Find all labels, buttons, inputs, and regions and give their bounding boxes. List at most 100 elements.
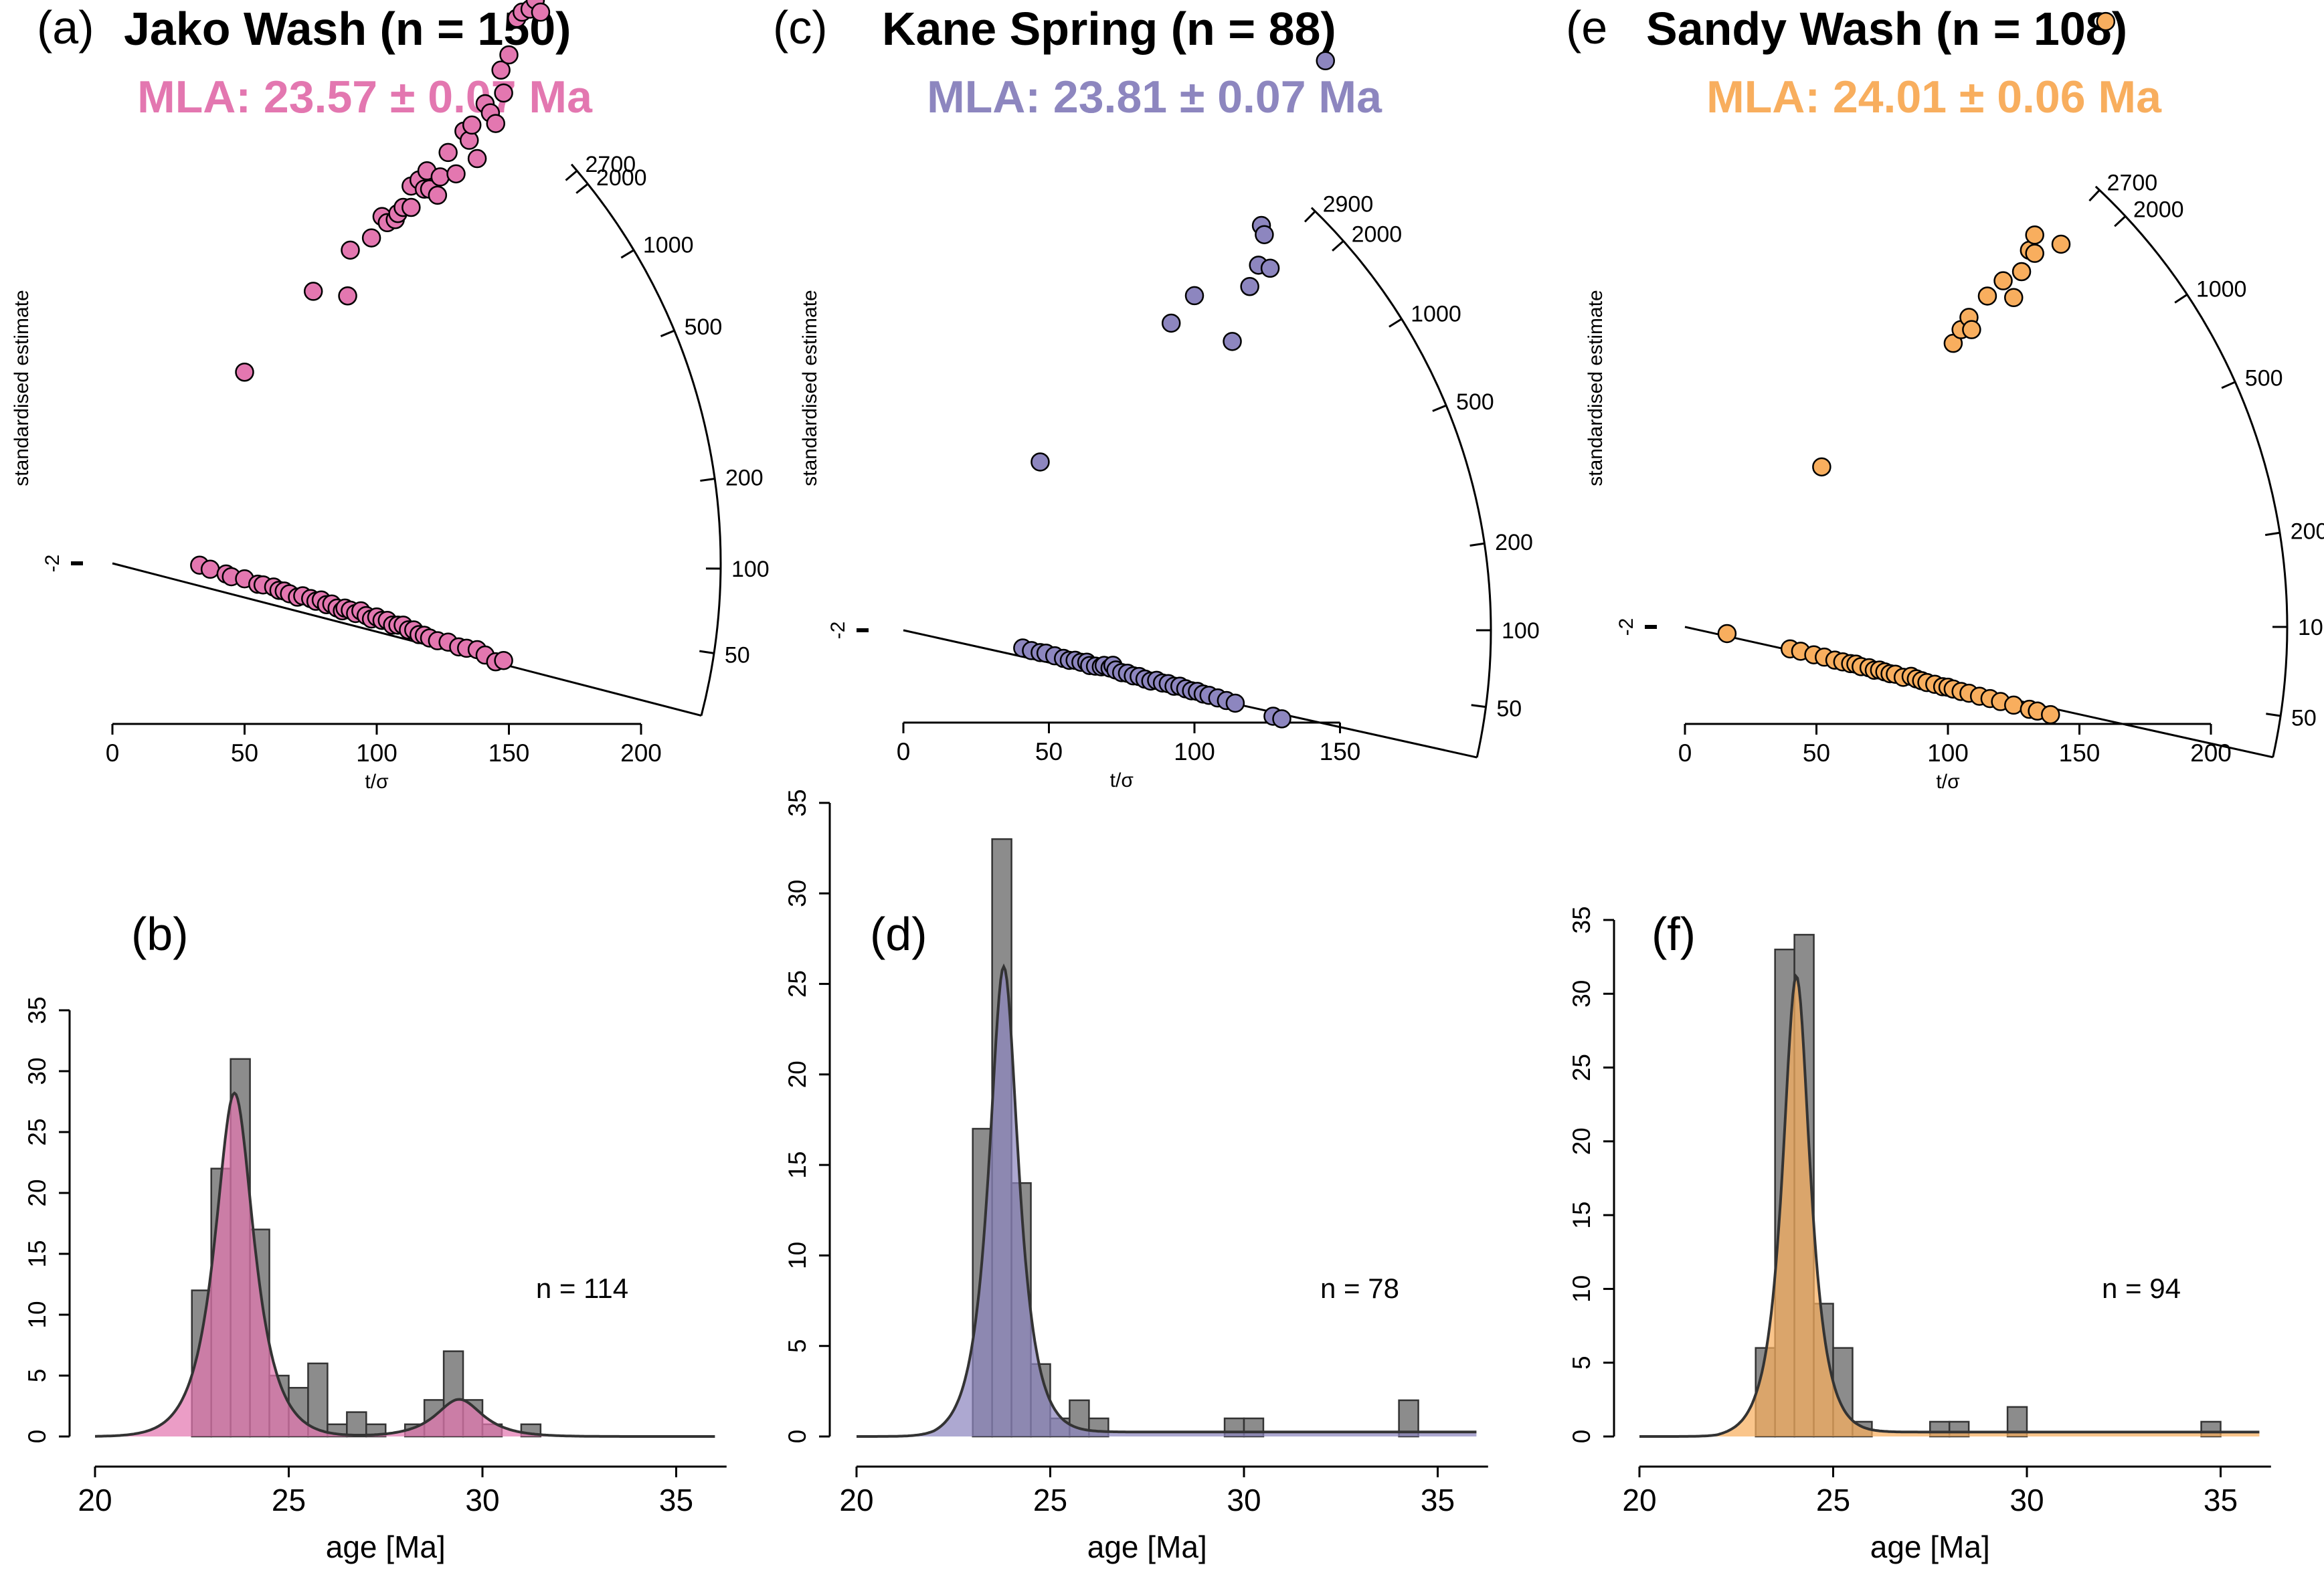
data-point — [486, 114, 505, 133]
data-point — [1977, 286, 1997, 306]
data-point — [1717, 624, 1737, 644]
data-point — [1184, 286, 1204, 306]
data-point — [1223, 332, 1242, 351]
x-tick-label: 30 — [1227, 1483, 1261, 1517]
sample-count: n = 94 — [2102, 1273, 2181, 1304]
arc-scale — [2094, 185, 2289, 758]
y-tick-label: 15 — [1568, 1202, 1595, 1229]
x-tick-label: 30 — [465, 1483, 499, 1517]
arc-tick-mark — [1471, 704, 1486, 709]
data-point — [1993, 271, 2013, 290]
y-tick-label: 20 — [784, 1060, 811, 1088]
data-point — [446, 164, 466, 184]
x-tick-label: 100 — [356, 739, 397, 767]
arc-scale — [570, 163, 722, 716]
data-point — [1812, 457, 1831, 477]
arc-tick-mark — [1389, 318, 1403, 328]
x-tick-label: 20 — [78, 1483, 112, 1517]
arc-tick-label: 200 — [2291, 519, 2324, 545]
arc-tick-label: 2000 — [2133, 197, 2184, 222]
x-tick-label: 25 — [1033, 1483, 1067, 1517]
data-point — [494, 83, 513, 103]
arc-tick-label: 200 — [1495, 530, 1533, 555]
arc-tick-mark — [2114, 215, 2127, 227]
x-tick-label: 0 — [897, 738, 911, 765]
x-tick-label: 50 — [1035, 738, 1063, 765]
y-tick-label: 25 — [784, 970, 811, 998]
data-point — [2041, 705, 2060, 725]
data-point — [2025, 244, 2044, 263]
arc-tick-label: 2700 — [586, 152, 636, 177]
panel-label: (f) — [1651, 908, 1696, 960]
kde-fill — [1639, 976, 2260, 1436]
arc-tick-mark — [1469, 542, 1485, 547]
data-point — [200, 559, 220, 579]
histogram-jako-wash: (b) n = 114 0 5 10 15 20 25 30 35 20 25 30 35 age [Ma] — [23, 908, 727, 1564]
data-point — [1225, 693, 1245, 713]
arc-tick-mark — [2174, 294, 2188, 304]
panel-label: (e — [1566, 1, 1607, 54]
kde-fill — [857, 966, 1477, 1436]
arc-tick-label: 50 — [1496, 696, 1522, 722]
data-point — [401, 197, 421, 217]
arc-tick-mark — [1432, 404, 1447, 412]
panel-title: Jako Wash (n = 150) — [124, 3, 571, 55]
arc-tick-label: 2000 — [596, 165, 647, 191]
arc-tick-label: 50 — [725, 643, 750, 668]
data-point — [1260, 258, 1280, 278]
data-point — [467, 149, 487, 169]
y-tick-label: 25 — [23, 1118, 51, 1145]
y-tick-label: -2 — [41, 555, 64, 573]
x-tick-label: 0 — [1678, 739, 1692, 767]
y-tick-label: 5 — [23, 1369, 51, 1383]
histogram-bar — [1398, 1399, 1419, 1438]
arc-tick-label: 500 — [1456, 389, 1494, 415]
x-tick-label: 20 — [1622, 1483, 1656, 1517]
arc-tick-label: 100 — [1502, 618, 1540, 644]
data-point — [430, 167, 450, 187]
data-point — [338, 286, 357, 306]
panel-title: Sandy Wash (n = 108) — [1646, 3, 2127, 55]
x-axis-label: t/σ — [365, 771, 389, 793]
y-tick-label: 10 — [23, 1301, 51, 1328]
x-tick-label: 100 — [1927, 739, 1969, 767]
y-tick-label: -2 — [827, 622, 849, 640]
data-point — [428, 185, 448, 205]
arc-tick-mark — [2266, 713, 2281, 717]
panel-label: (a) — [37, 1, 94, 54]
arc-tick-mark — [700, 478, 715, 482]
arc-tick-label: 2700 — [2107, 171, 2158, 196]
data-point — [460, 130, 479, 150]
data-point — [235, 362, 254, 382]
y-tick-label: 0 — [1568, 1430, 1595, 1444]
y-tick-label: 30 — [784, 880, 811, 907]
arc-tick-label: 500 — [685, 314, 723, 340]
data-point — [2012, 262, 2032, 282]
arc-tick-mark — [2221, 381, 2236, 389]
arc-tick-mark — [660, 329, 675, 337]
arc-tick-mark — [2088, 189, 2100, 202]
x-tick-label: 150 — [488, 739, 530, 767]
x-axis-label: t/σ — [1110, 769, 1134, 792]
x-axis-label: age [Ma] — [1870, 1529, 1990, 1564]
arc-tick-label: 2900 — [1323, 191, 1374, 217]
arc-tick-mark — [1304, 210, 1316, 223]
data-point — [1161, 313, 1181, 333]
y-tick-label: 20 — [23, 1179, 51, 1206]
arc-tick-label: 1000 — [643, 233, 694, 258]
x-axis-label: age [Ma] — [326, 1529, 446, 1564]
arc-tick-mark — [565, 170, 578, 181]
arc-tick-label: 500 — [2245, 365, 2283, 391]
arc-tick-mark — [2264, 531, 2281, 537]
data-point — [531, 2, 551, 22]
x-tick-label: 0 — [106, 739, 120, 767]
data-point — [1272, 709, 1291, 729]
x-tick-label: 35 — [659, 1483, 693, 1517]
data-point — [361, 228, 381, 248]
data-point — [1962, 320, 1981, 339]
arc-tick-label: 1000 — [2196, 276, 2247, 302]
y-axis-label: standardised estimate — [799, 290, 821, 486]
x-axis-label: age [Ma] — [1087, 1529, 1207, 1564]
data-point — [1031, 452, 1050, 472]
